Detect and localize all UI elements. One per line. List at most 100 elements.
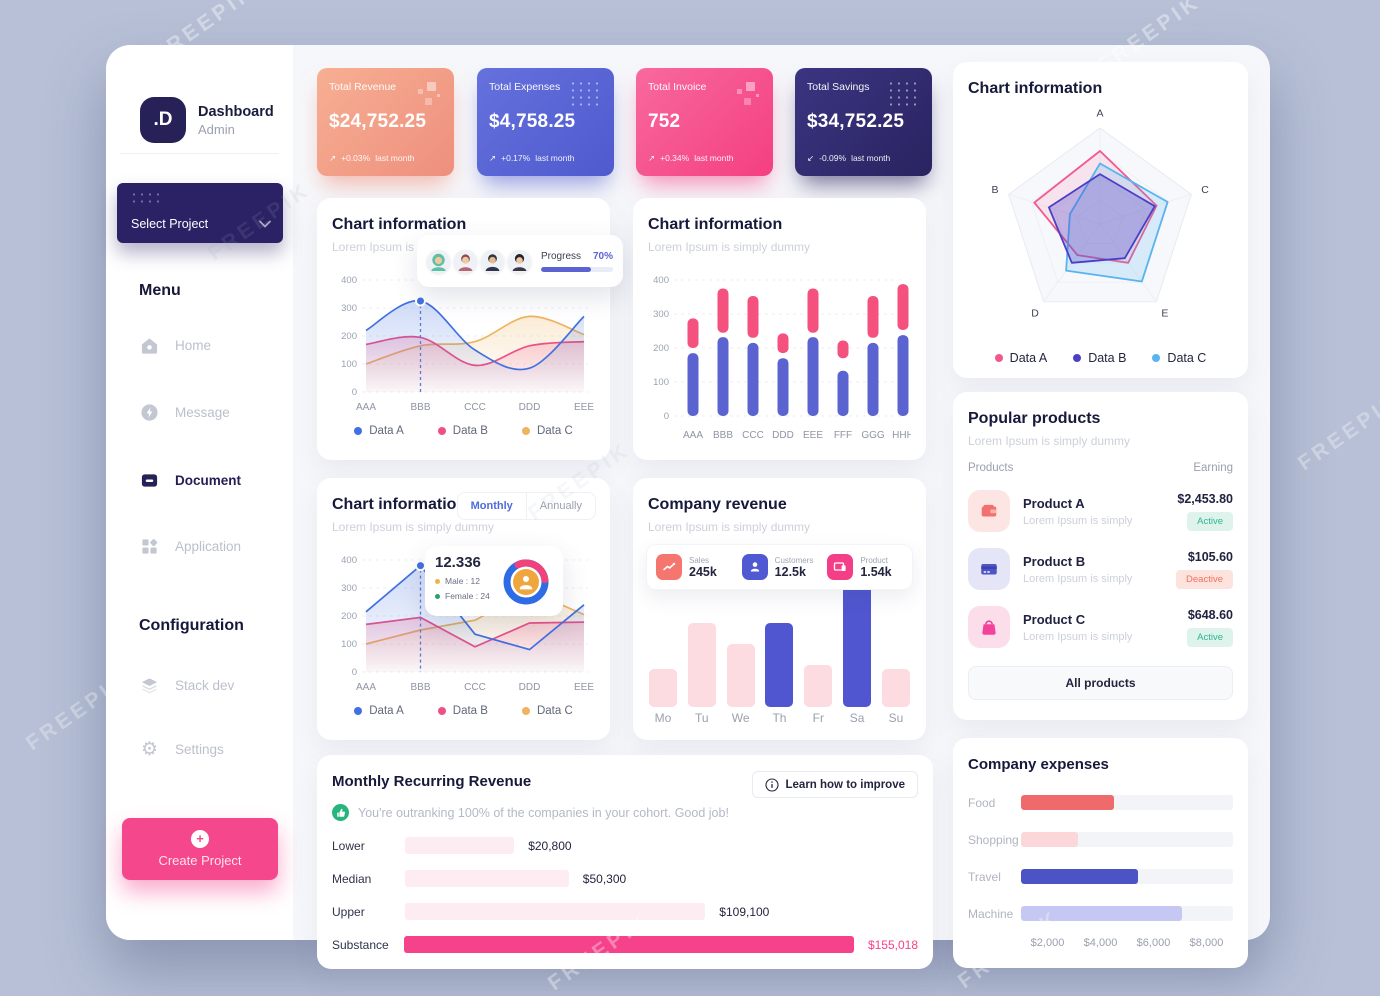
application-grid-icon [139, 536, 160, 557]
dot-grid [130, 191, 164, 206]
svg-text:100: 100 [341, 639, 357, 650]
change-note: last month [694, 153, 734, 163]
sidebar-item-label: Document [175, 473, 242, 488]
tab-annually[interactable]: Annually [525, 493, 595, 519]
trend-arrow-icon: ↗ [489, 153, 497, 163]
select-project-dropdown[interactable]: Select Project [117, 183, 283, 243]
sidebar-item-stack-dev[interactable]: Stack dev [139, 675, 234, 696]
change-note: last month [851, 153, 891, 163]
legend-dot [1152, 354, 1161, 362]
tooltip-value: 12.336 [435, 554, 481, 571]
legend-item: Data B [437, 705, 488, 717]
product-row-b[interactable]: Product B Lorem Ipsum is simply $105.60 De… [968, 548, 1233, 590]
svg-text:FFF: FFF [834, 430, 852, 441]
avatar [508, 249, 531, 273]
stat-change: ↗ +0.17% last month [489, 153, 574, 164]
brand-subtitle: Admin [198, 121, 235, 137]
svg-text:CCC: CCC [464, 402, 486, 413]
chart-legend: Data A Data B Data C [332, 705, 595, 717]
svg-text:DDD: DDD [772, 430, 794, 441]
svg-text:A: A [1096, 108, 1103, 120]
learn-how-to-improve-button[interactable]: Learn how to improve [751, 771, 918, 798]
day-label: Th [772, 711, 787, 725]
svg-text:200: 200 [653, 343, 669, 354]
svg-text:BBB: BBB [410, 682, 430, 693]
female-dot [435, 593, 440, 599]
svg-text:300: 300 [341, 303, 357, 314]
message-bolt-icon [139, 402, 160, 423]
legend-dot [1073, 354, 1082, 362]
male-dot [435, 578, 440, 584]
progress-percent: 70% [592, 250, 613, 262]
svg-text:100: 100 [341, 359, 357, 370]
svg-text:200: 200 [341, 331, 357, 342]
svg-text:DDD: DDD [519, 402, 541, 413]
expense-bar [1021, 869, 1138, 884]
create-project-button[interactable]: + Create Project [122, 818, 278, 880]
brand: .D Dashboard Admin [140, 97, 274, 143]
svg-text:CCC: CCC [464, 682, 486, 693]
stat-value: 752 [648, 111, 681, 132]
popular-products-card: Popular products Lorem Ipsum is simply d… [953, 392, 1248, 720]
watermark: FREEPIK [1293, 388, 1380, 476]
stat-change: ↗ +0.34% last month [648, 153, 733, 164]
progress-label: Progress [541, 250, 582, 262]
product-row-c[interactable]: Product C Lorem Ipsum is simply $648.60 Ac… [968, 606, 1233, 648]
credit-card-icon [968, 548, 1010, 590]
configuration-heading: Configuration [139, 617, 244, 634]
svg-text:400: 400 [341, 275, 357, 286]
legend-dot [437, 707, 446, 715]
plus-icon: + [191, 830, 209, 848]
stacked-bar-chart: 400 300 200 100 0 AAA BBB CCC DDD EEE FFF GGG HHH [653, 275, 914, 441]
avatar [427, 249, 450, 273]
stat-change: ↙ -0.09% last month [807, 153, 890, 164]
expense-row-food: Food [968, 795, 1233, 810]
card-subtitle: Lorem Ipsum is simply dummy [648, 240, 811, 254]
sidebar-item-message[interactable]: Message [139, 402, 230, 423]
sidebar-item-document[interactable]: Document [139, 470, 241, 491]
company-revenue-card: Company revenue Lorem Ipsum is simply du… [633, 478, 926, 740]
sidebar-item-home[interactable]: Home [139, 335, 211, 356]
company-expenses-card: Company expenses Food Shopping Travel Ma… [953, 738, 1248, 968]
trend-arrow-icon: ↙ [807, 153, 815, 163]
card-subtitle: Lorem Ipsum is simply dummy [648, 520, 811, 534]
mrr-bar [404, 936, 854, 953]
mrr-row-median: Median $50,300 [332, 870, 627, 887]
document-icon [139, 470, 160, 491]
sidebar-item-label: Message [175, 405, 230, 420]
legend-item: Data C [521, 425, 573, 437]
revenue-bar [687, 623, 716, 707]
expense-row-travel: Travel [968, 869, 1233, 884]
tab-monthly[interactable]: Monthly [470, 500, 513, 512]
legend-dot [994, 354, 1003, 362]
stat-title: Total Invoice [648, 81, 707, 93]
revenue-bar [649, 669, 677, 707]
svg-text:300: 300 [653, 309, 669, 320]
svg-text:BBB: BBB [410, 402, 430, 413]
info-icon [764, 777, 779, 792]
product-row-a[interactable]: Product A Lorem Ipsum is simply $2,453.80… [968, 490, 1233, 532]
stat-value: $24,752.25 [329, 111, 427, 132]
change-percent: -0.09% [819, 153, 847, 163]
card-title: Company revenue [648, 496, 787, 513]
stat-card-total-expenses: Total Expenses $4,758.25 ↗ +0.17% last mon… [477, 68, 614, 176]
svg-text:0: 0 [664, 411, 669, 422]
mrr-row-upper: Upper $109,100 [332, 903, 770, 920]
change-note: last month [535, 153, 575, 163]
svg-text:400: 400 [653, 275, 669, 286]
svg-text:GGG: GGG [861, 430, 885, 441]
trend-arrow-icon: ↗ [329, 153, 337, 163]
all-products-button[interactable]: All products [968, 666, 1233, 700]
day-label: Tu [695, 711, 709, 725]
table-headers: Products Earning [968, 462, 1233, 474]
home-icon [139, 335, 160, 356]
sidebar-item-settings[interactable]: ⚙ Settings [139, 739, 224, 760]
mrr-row-substance: Substance $155,018 [332, 936, 918, 953]
card-title: Chart information [332, 216, 467, 233]
male-row: Male : 12 [435, 576, 499, 586]
expense-bar [1021, 906, 1183, 921]
create-project-label: Create Project [158, 853, 242, 868]
sidebar-item-application[interactable]: Application [139, 536, 241, 557]
svg-text:EEE: EEE [574, 402, 594, 413]
cohort-note: You're outranking 100% of the companies … [332, 804, 918, 821]
